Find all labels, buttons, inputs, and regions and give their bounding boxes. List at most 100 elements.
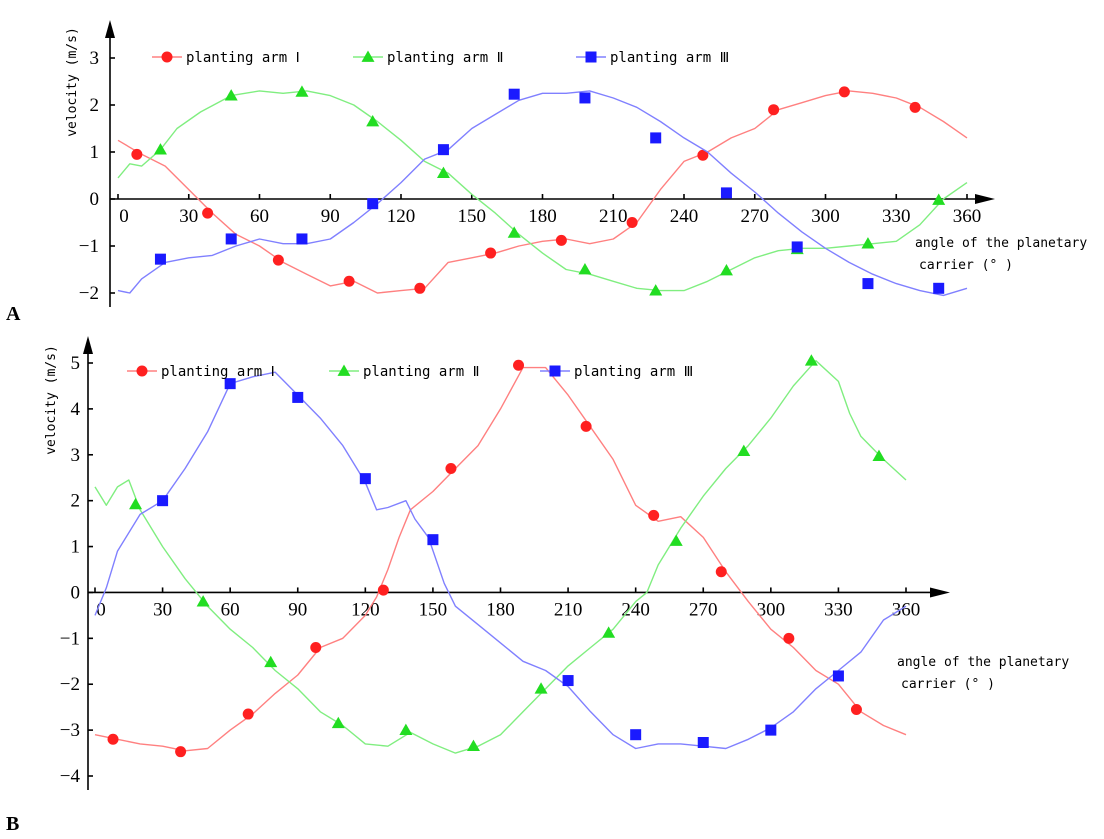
data-point [839, 86, 850, 97]
y-axis-label: velocity (m/s) [44, 345, 59, 455]
data-point [716, 566, 727, 577]
y-tick-label: −2 [60, 674, 80, 695]
legend: planting arm Ⅰ planting arm Ⅱ planting arm… [127, 364, 693, 380]
x-tick-label: 210 [554, 599, 583, 620]
data-point [833, 670, 844, 681]
data-point [226, 233, 237, 244]
data-point [485, 248, 496, 259]
legend-marker [338, 365, 351, 376]
x-axis-label: angle of the planetary [897, 655, 1069, 670]
legend-entry: planting arm Ⅰ [186, 50, 300, 66]
y-tick-label: 3 [90, 48, 100, 69]
data-point [427, 534, 438, 545]
data-point [367, 198, 378, 209]
series-line [118, 91, 967, 296]
data-point [296, 233, 307, 244]
series-3 [118, 89, 967, 296]
y-tick-label: −1 [60, 628, 80, 649]
y-tick-label: −2 [79, 283, 99, 304]
legend-marker [162, 52, 173, 63]
legend: planting arm Ⅰ planting arm Ⅱ planting arm… [152, 50, 729, 66]
data-point [721, 187, 732, 198]
x-axis-arrow [930, 587, 950, 597]
x-axis-label: angle of the planetary [915, 236, 1087, 251]
series-line [95, 361, 906, 753]
data-point [670, 535, 683, 546]
data-point [438, 144, 449, 155]
data-point [933, 283, 944, 294]
data-point [202, 208, 213, 219]
y-tick-label: 3 [71, 445, 81, 466]
data-point [378, 585, 389, 596]
x-tick-label: 90 [288, 599, 307, 620]
legend-entry: planting arm Ⅰ [161, 364, 275, 380]
y-axis-arrow [83, 336, 93, 354]
legend-marker [362, 51, 375, 62]
data-point [648, 510, 659, 521]
data-point [872, 450, 885, 461]
data-point [332, 717, 345, 728]
series-line [118, 91, 967, 291]
y-tick-label: 1 [90, 142, 100, 163]
series-2 [118, 85, 967, 295]
y-tick-label: 5 [71, 353, 81, 374]
x-tick-label: 120 [351, 599, 380, 620]
series-1 [95, 360, 906, 757]
data-point [310, 642, 321, 653]
x-tick-label: 360 [892, 599, 921, 620]
data-point [627, 217, 638, 228]
data-point [578, 263, 591, 274]
x-tick-label: 330 [882, 206, 911, 227]
data-point [581, 421, 592, 432]
data-point [131, 149, 142, 160]
data-point [414, 283, 425, 294]
x-tick-label: 360 [953, 206, 982, 227]
y-axis-arrow [105, 20, 115, 38]
y-tick-label: 0 [71, 582, 81, 603]
data-point [851, 704, 862, 715]
data-point [805, 354, 818, 365]
data-point [344, 276, 355, 287]
x-tick-label: 60 [221, 599, 240, 620]
series-line [95, 372, 906, 748]
x-tick-label: 150 [458, 206, 487, 227]
legend-marker [586, 52, 597, 63]
series-3 [95, 372, 906, 748]
y-tick-label: −1 [79, 236, 99, 257]
legend-entry: planting arm Ⅲ [610, 50, 729, 66]
data-point [792, 241, 803, 252]
x-tick-label: 120 [387, 206, 416, 227]
y-tick-label: 0 [90, 189, 100, 210]
x-tick-label: 270 [741, 206, 770, 227]
series-line [118, 91, 967, 293]
y-tick-label: −3 [60, 720, 80, 741]
data-point [175, 746, 186, 757]
x-tick-label: 210 [599, 206, 628, 227]
data-point [513, 360, 524, 371]
data-point [509, 89, 520, 100]
data-point [862, 278, 873, 289]
data-point [273, 255, 284, 266]
x-tick-label: 270 [689, 599, 718, 620]
data-point [910, 102, 921, 113]
data-point [155, 254, 166, 265]
data-point [783, 633, 794, 644]
x-tick-label: 30 [179, 206, 198, 227]
data-point [768, 104, 779, 115]
x-axis-label: carrier (° ) [919, 258, 1013, 273]
series-line [95, 368, 906, 751]
x-tick-label: 150 [419, 599, 448, 620]
y-tick-label: 2 [90, 95, 100, 116]
data-point [650, 132, 661, 143]
x-tick-label: 0 [119, 206, 129, 227]
legend-marker [550, 366, 561, 377]
data-point [399, 724, 412, 735]
y-tick-label: 2 [71, 491, 81, 512]
data-point [556, 235, 567, 246]
x-axis-label: carrier (° ) [901, 677, 995, 692]
chart-panel-b: −4 −3 −2 −1 0 1 2 3 4 5 0 30 60 90 120 150 180 210 240 270 3… [6, 336, 1069, 835]
data-point [197, 595, 210, 606]
y-tick-label: 4 [71, 399, 81, 420]
